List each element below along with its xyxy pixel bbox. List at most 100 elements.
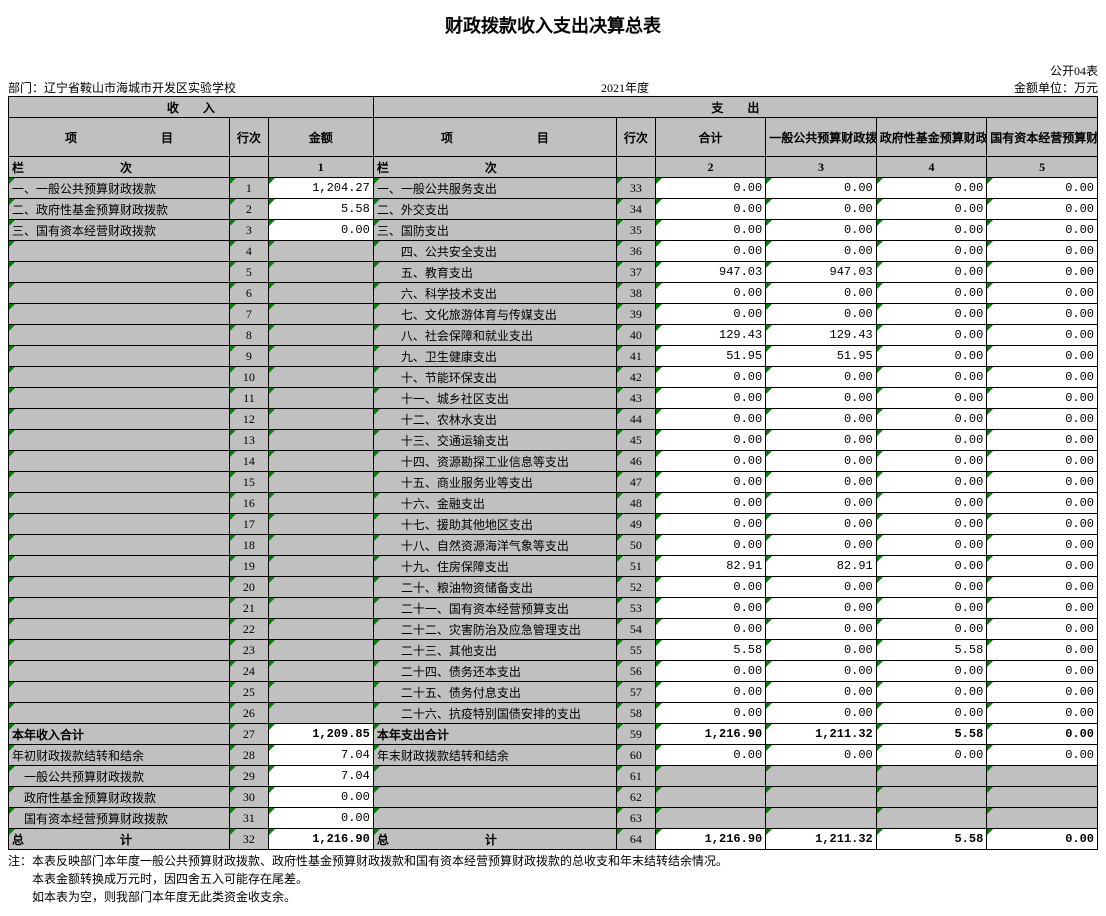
expend-c4	[876, 766, 987, 787]
table-row: 5 五、教育支出37947.03947.030.000.00	[9, 262, 1098, 283]
income-amount	[268, 283, 373, 304]
expend-item	[373, 787, 616, 808]
table-row: 11 十一、城乡社区支出430.000.000.000.00	[9, 388, 1098, 409]
income-line: 16	[230, 493, 269, 514]
expend-c2: 0.00	[655, 619, 766, 640]
income-item	[9, 304, 230, 325]
table-row: 15 十五、商业服务业等支出470.000.000.000.00	[9, 472, 1098, 493]
expend-c2: 0.00	[655, 682, 766, 703]
income-item	[9, 577, 230, 598]
expend-c4	[876, 808, 987, 829]
hdr-item-out: 项 目	[373, 118, 616, 157]
expend-c4: 0.00	[876, 556, 987, 577]
income-amount: 0.00	[268, 787, 373, 808]
expend-c5: 0.00	[987, 535, 1098, 556]
income-line: 14	[230, 451, 269, 472]
income-line: 13	[230, 430, 269, 451]
year: 2021年度	[236, 79, 1014, 96]
hdr-c4: 政府性基金预算财政拨款	[876, 118, 987, 157]
table-row: 26 二十六、抗疫特别国债安排的支出580.000.000.000.00	[9, 703, 1098, 724]
income-line: 1	[230, 178, 269, 199]
expend-c5: 0.00	[987, 409, 1098, 430]
table-row: 25 二十五、债务付息支出570.000.000.000.00	[9, 682, 1098, 703]
income-amount	[268, 388, 373, 409]
expend-c5: 0.00	[987, 388, 1098, 409]
expend-c2: 0.00	[655, 388, 766, 409]
hdr-blank2	[617, 157, 656, 178]
expend-c2: 0.00	[655, 220, 766, 241]
expend-c2: 0.00	[655, 472, 766, 493]
table-row: 三、国有资本经营财政拨款30.00三、国防支出350.000.000.000.0…	[9, 220, 1098, 241]
expend-c5: 0.00	[987, 703, 1098, 724]
income-item: 本年收入合计	[9, 724, 230, 745]
expend-c3: 0.00	[766, 514, 877, 535]
expend-c3: 51.95	[766, 346, 877, 367]
hdr-col-left: 栏 次	[9, 157, 230, 178]
income-item	[9, 409, 230, 430]
expend-c2: 0.00	[655, 451, 766, 472]
income-line: 7	[230, 304, 269, 325]
income-amount: 0.00	[268, 808, 373, 829]
expend-c3: 0.00	[766, 304, 877, 325]
income-item	[9, 556, 230, 577]
expend-c3: 0.00	[766, 451, 877, 472]
expend-c5: 0.00	[987, 325, 1098, 346]
expend-c4: 0.00	[876, 283, 987, 304]
income-item: 国有资本经营预算财政拨款	[9, 808, 230, 829]
expend-c2: 0.00	[655, 661, 766, 682]
table-row: 24 二十四、债务还本支出560.000.000.000.00	[9, 661, 1098, 682]
income-amount	[268, 430, 373, 451]
income-item	[9, 451, 230, 472]
expend-line: 48	[617, 493, 656, 514]
hdr-income: 收 入	[9, 97, 374, 118]
form-number: 公开04表	[8, 62, 1098, 79]
expend-c3: 0.00	[766, 640, 877, 661]
expend-line: 36	[617, 241, 656, 262]
hdr-amount: 金额	[268, 118, 373, 157]
expend-c5: 0.00	[987, 304, 1098, 325]
income-amount: 1,209.85	[268, 724, 373, 745]
expend-c4: 5.58	[876, 829, 987, 850]
income-line: 21	[230, 598, 269, 619]
income-item	[9, 535, 230, 556]
expend-c3: 0.00	[766, 199, 877, 220]
table-row: 9 九、卫生健康支出4151.9551.950.000.00	[9, 346, 1098, 367]
expend-c3: 0.00	[766, 178, 877, 199]
expend-line: 38	[617, 283, 656, 304]
expend-c2: 0.00	[655, 283, 766, 304]
expend-c2: 0.00	[655, 367, 766, 388]
expend-c5	[987, 808, 1098, 829]
expend-item: 四、公共安全支出	[373, 241, 616, 262]
income-item	[9, 388, 230, 409]
expend-c3: 0.00	[766, 682, 877, 703]
income-amount	[268, 703, 373, 724]
expend-c4: 0.00	[876, 619, 987, 640]
table-row: 20 二十、粮油物资储备支出520.000.000.000.00	[9, 577, 1098, 598]
table-row: 18 十八、自然资源海洋气象等支出500.000.000.000.00	[9, 535, 1098, 556]
expend-c4: 0.00	[876, 241, 987, 262]
expend-c2: 0.00	[655, 514, 766, 535]
expend-c5: 0.00	[987, 472, 1098, 493]
expend-line: 45	[617, 430, 656, 451]
expend-item: 二十、粮油物资储备支出	[373, 577, 616, 598]
expend-c5: 0.00	[987, 262, 1098, 283]
expend-c2: 0.00	[655, 430, 766, 451]
expend-c2: 0.00	[655, 493, 766, 514]
income-line: 4	[230, 241, 269, 262]
expend-c3	[766, 787, 877, 808]
expend-c3: 0.00	[766, 283, 877, 304]
expend-c2: 129.43	[655, 325, 766, 346]
income-line: 28	[230, 745, 269, 766]
expend-line: 39	[617, 304, 656, 325]
table-row: 23 二十三、其他支出555.580.005.580.00	[9, 640, 1098, 661]
table-row: 17 十七、援助其他地区支出490.000.000.000.00	[9, 514, 1098, 535]
income-item	[9, 241, 230, 262]
income-line: 8	[230, 325, 269, 346]
income-item: 二、政府性基金预算财政拨款	[9, 199, 230, 220]
expend-c5: 0.00	[987, 241, 1098, 262]
income-amount: 0.00	[268, 220, 373, 241]
expend-item: 十九、住房保障支出	[373, 556, 616, 577]
expend-c2: 1,216.90	[655, 724, 766, 745]
hdr-expend: 支 出	[373, 97, 1097, 118]
expend-item: 六、科学技术支出	[373, 283, 616, 304]
